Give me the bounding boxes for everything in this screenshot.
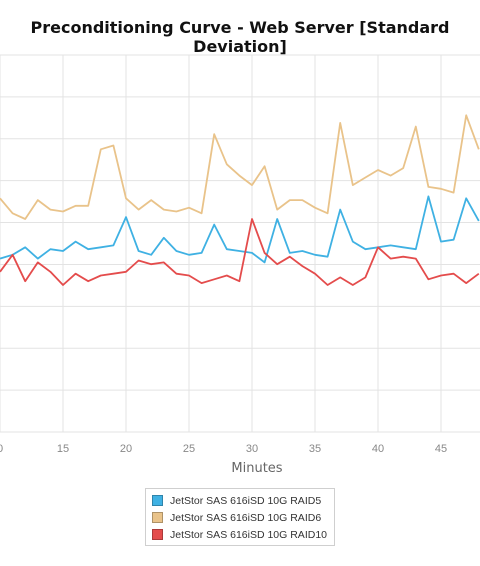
legend-label: JetStor SAS 616iSD 10G RAID6: [170, 511, 322, 524]
legend-label: JetStor SAS 616iSD 10G RAID5: [170, 494, 322, 507]
legend-item: JetStor SAS 616iSD 10G RAID5: [152, 492, 334, 509]
x-tick-label: 15: [57, 443, 69, 455]
chart-title: Preconditioning Curve - Web Server [Stan…: [30, 18, 450, 56]
x-tick-label: 35: [309, 443, 321, 455]
x-tick-label: 20: [120, 443, 132, 455]
legend-item: JetStor SAS 616iSD 10G RAID6: [152, 509, 334, 526]
x-tick-label: 0: [0, 443, 3, 455]
x-tick-label: 45: [435, 443, 447, 455]
x-axis-label: Minutes: [231, 461, 282, 476]
x-tick-label: 30: [246, 443, 258, 455]
x-tick-label: 25: [183, 443, 195, 455]
series-line-1: [0, 195, 480, 264]
x-tick-label: 40: [372, 443, 384, 455]
legend-item: JetStor SAS 616iSD 10G RAID10: [152, 526, 334, 543]
legend-swatch: [152, 495, 163, 506]
legend-swatch: [152, 512, 163, 523]
legend-label: JetStor SAS 616iSD 10G RAID10: [170, 528, 327, 541]
legend-swatch: [152, 529, 163, 540]
legend: JetStor SAS 616iSD 10G RAID5 JetStor SAS …: [145, 488, 335, 546]
series-line-3: [0, 218, 480, 286]
series-line-2: [0, 114, 480, 220]
